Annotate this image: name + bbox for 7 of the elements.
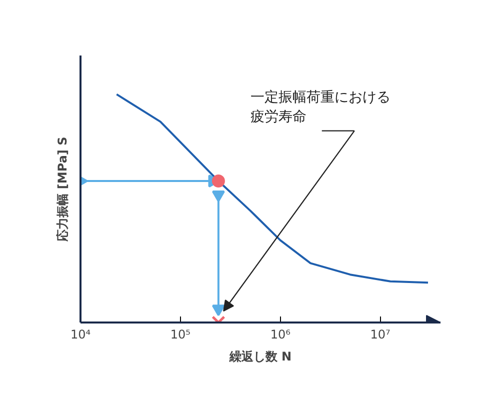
annotation: 一定振幅荷重における疲労寿命 [250, 90, 390, 125]
x-tick-label: 10⁵ [170, 328, 191, 342]
x-tick-label: 10⁷ [370, 328, 391, 342]
x-tick-label: 10⁴ [70, 328, 91, 342]
y-axis-title: 応力振幅 [MPa] S [56, 136, 70, 242]
x-tick-label: 10⁶ [270, 328, 291, 342]
x-axis-title: 繰返し数 N [228, 350, 292, 364]
